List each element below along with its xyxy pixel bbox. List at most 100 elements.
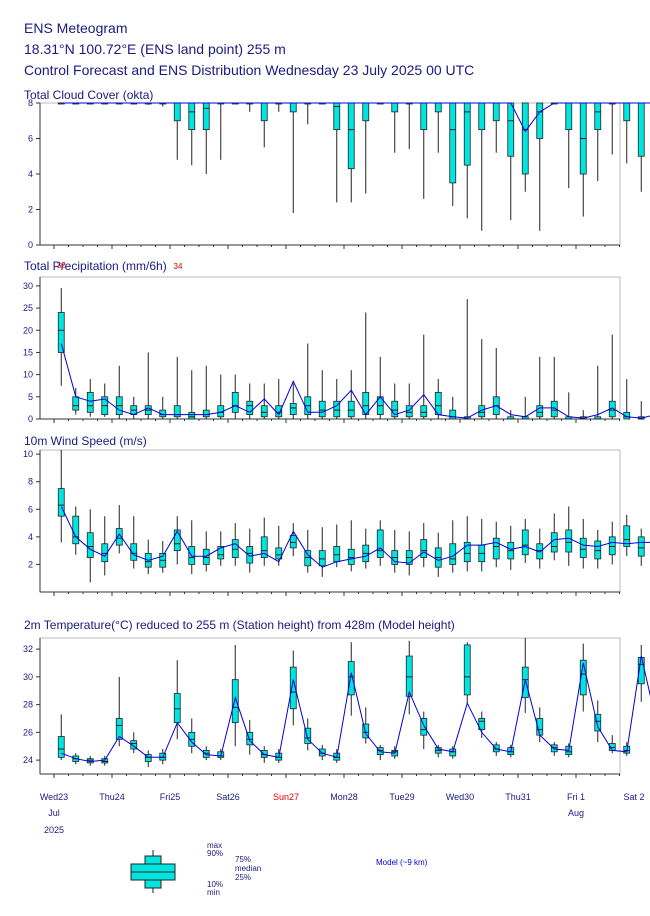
y-tick-label: 8 <box>28 98 33 108</box>
box <box>565 102 573 131</box>
box <box>173 405 181 418</box>
y-tick-label: 0 <box>28 240 33 250</box>
panel-frame <box>39 637 621 775</box>
box <box>478 718 486 730</box>
y-tick-label: 25 <box>23 303 33 313</box>
x-day-label: Sat26 <box>216 792 240 802</box>
box <box>86 532 94 558</box>
x-day-label: Fri25 <box>160 792 181 802</box>
y-tick-label: 28 <box>23 700 33 710</box>
box <box>492 102 500 122</box>
x-day-label: Mon28 <box>330 792 358 802</box>
box <box>101 543 109 563</box>
box <box>376 529 384 558</box>
box <box>260 536 268 558</box>
legend-p25: 25% <box>235 873 251 882</box>
model-line <box>60 506 650 568</box>
y-tick-label: 15 <box>23 347 33 357</box>
panel-title: 2m Temperature(°C) reduced to 255 m (Sta… <box>24 618 455 632</box>
box <box>260 405 268 418</box>
y-tick-label: 32 <box>23 644 33 654</box>
y-tick-label: 20 <box>23 325 33 335</box>
box <box>57 736 65 758</box>
box <box>202 750 210 758</box>
box <box>391 400 399 418</box>
legend-model: Model (~9 km) <box>376 858 428 867</box>
box <box>130 543 138 561</box>
box <box>550 532 558 553</box>
box <box>362 723 370 739</box>
box <box>594 540 602 560</box>
y-tick-label: 26 <box>23 727 33 737</box>
box <box>231 679 239 724</box>
box <box>144 754 152 762</box>
box <box>637 536 645 557</box>
box <box>405 655 413 697</box>
box <box>202 548 210 565</box>
box <box>188 102 196 131</box>
x-day-label: Fri 1 <box>567 792 585 802</box>
legend-p10: 10% <box>207 880 223 889</box>
y-tick-label: 24 <box>23 755 33 765</box>
box <box>347 102 355 170</box>
x-month-label: Aug <box>568 808 584 818</box>
box <box>57 488 65 517</box>
y-tick-label: 10 <box>23 449 33 459</box>
box <box>449 102 457 184</box>
box <box>623 411 631 420</box>
x-day-label: Sat 2 <box>623 792 644 802</box>
box <box>275 547 283 560</box>
box <box>391 102 399 113</box>
panel-title: Total Cloud Cover (okta) <box>24 88 153 102</box>
panel-frame <box>39 276 621 420</box>
box <box>202 409 210 418</box>
box <box>260 102 268 122</box>
box <box>420 102 428 131</box>
model-line <box>61 102 650 133</box>
legend-p75: 75% <box>235 855 251 864</box>
legend-p90: 90% <box>207 849 223 858</box>
x-month-label: Jul <box>48 808 60 818</box>
box <box>72 396 80 411</box>
box <box>289 403 297 415</box>
box <box>637 102 645 157</box>
x-day-label: Wed23 <box>40 792 68 802</box>
box <box>623 102 631 122</box>
box <box>420 539 428 558</box>
legend-max: max <box>207 841 222 850</box>
y-tick-label: 6 <box>28 134 33 144</box>
box <box>420 405 428 418</box>
box <box>623 525 631 547</box>
box <box>115 718 123 740</box>
y-tick-label: 2 <box>28 559 33 569</box>
box <box>86 391 94 413</box>
x-year-label: 2025 <box>44 825 64 835</box>
box <box>463 644 471 696</box>
y-tick-label: 5 <box>28 392 33 402</box>
box <box>72 515 80 545</box>
box <box>289 666 297 710</box>
model-line <box>61 655 650 763</box>
box <box>492 537 500 560</box>
title-line-1: ENS Meteogram <box>24 20 128 36</box>
y-tick-label: 2 <box>28 205 33 215</box>
y-tick-label: 4 <box>28 532 33 542</box>
box <box>449 409 457 420</box>
box <box>362 102 370 122</box>
x-day-label: Thu24 <box>99 792 125 802</box>
box <box>521 529 529 556</box>
box <box>289 102 297 113</box>
box <box>521 102 529 175</box>
legend-p10-box <box>144 879 162 889</box>
box <box>304 550 312 567</box>
x-day-label: Thu31 <box>505 792 531 802</box>
box <box>246 400 254 415</box>
box <box>347 400 355 418</box>
title-line-2: 18.31°N 100.72°E (ENS land point) 255 m <box>24 41 286 57</box>
y-tick-label: 10 <box>23 370 33 380</box>
title-line-3: Control Forecast and ENS Distribution We… <box>24 62 475 78</box>
box <box>463 541 471 563</box>
box <box>130 740 138 750</box>
panel-frame <box>39 449 621 593</box>
